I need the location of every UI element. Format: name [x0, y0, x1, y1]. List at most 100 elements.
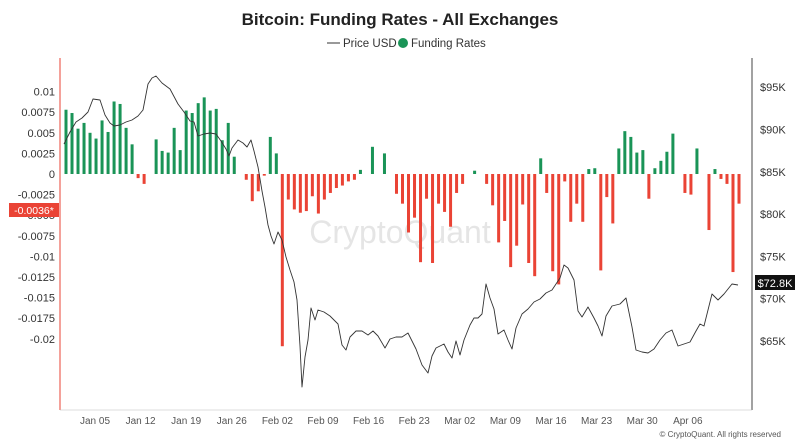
funding-bar — [557, 174, 561, 285]
funding-bar — [431, 174, 435, 263]
funding-bar — [226, 122, 230, 174]
y-left-tick-label: -0.01 — [30, 251, 55, 263]
y-right-tick-label: $90K — [760, 125, 786, 137]
funding-bar — [485, 174, 489, 184]
funding-bar — [310, 174, 314, 197]
funding-bar — [82, 122, 86, 174]
funding-bar — [172, 127, 176, 174]
funding-bar — [437, 174, 441, 204]
funding-bar — [382, 153, 386, 174]
funding-bar — [563, 174, 567, 182]
funding-bar — [220, 140, 224, 174]
x-tick-label: Mar 02 — [444, 416, 476, 427]
y-left-tick-label: -0.015 — [24, 293, 55, 305]
funding-bar — [641, 150, 645, 174]
current-price-value: $72.8K — [758, 278, 794, 290]
funding-bar — [280, 174, 284, 347]
funding-bar — [695, 148, 699, 174]
funding-bar — [647, 174, 651, 199]
funding-bar — [340, 174, 344, 186]
y-right-tick-label: $85K — [760, 167, 786, 179]
funding-bar — [196, 103, 200, 174]
funding-bar — [593, 168, 597, 174]
watermark: CryptoQuant — [309, 214, 491, 250]
funding-bar — [244, 174, 248, 180]
funding-bar — [659, 160, 663, 174]
funding-bar — [671, 133, 675, 174]
funding-bar — [539, 158, 543, 174]
funding-bar — [575, 174, 579, 204]
funding-bar — [419, 174, 423, 263]
funding-bar — [635, 152, 639, 174]
funding-bar — [737, 174, 741, 204]
funding-bar — [208, 110, 212, 174]
y-left-tick-label: 0.0025 — [21, 148, 55, 160]
funding-bar — [286, 174, 290, 200]
funding-bar — [587, 169, 591, 174]
funding-bar — [370, 146, 374, 174]
y-left-tick-label: -0.0175 — [18, 313, 55, 325]
funding-bar — [256, 174, 260, 192]
x-tick-label: Feb 09 — [307, 416, 339, 427]
funding-bar — [358, 169, 362, 174]
x-tick-label: Jan 05 — [80, 416, 110, 427]
funding-bar — [334, 174, 338, 189]
funding-bar — [713, 169, 717, 174]
y-right-tick-label: $70K — [760, 294, 786, 306]
funding-bar — [124, 127, 128, 174]
funding-bar — [629, 136, 633, 174]
funding-bar — [298, 174, 302, 213]
funding-bar — [461, 174, 465, 184]
funding-bar — [509, 174, 513, 268]
funding-bar — [425, 174, 429, 199]
x-axis: Jan 05 Jan 12 Jan 19 Jan 26 Feb 02 Feb 09 Feb … — [80, 416, 703, 427]
funding-bar — [545, 174, 549, 193]
funding-bar — [142, 174, 146, 184]
funding-bar — [130, 144, 134, 174]
y-left-tick-label: -0.0075 — [18, 231, 55, 243]
funding-bar — [202, 97, 206, 174]
x-tick-label: Mar 30 — [627, 416, 659, 427]
funding-bar — [401, 174, 404, 204]
funding-bar — [268, 136, 272, 174]
x-tick-label: Apr 06 — [673, 416, 703, 427]
current-price-badge: $72.8K — [755, 275, 795, 290]
price-line — [63, 75, 739, 388]
y-axis-right: $95K $90K $85K $80K $75K $70K $65K — [760, 82, 786, 348]
funding-bar — [88, 132, 92, 174]
funding-bar — [250, 174, 254, 202]
funding-bar — [611, 174, 615, 224]
funding-bar — [497, 174, 501, 243]
funding-bar — [178, 150, 182, 174]
funding-bar — [599, 174, 603, 271]
funding-bar — [683, 174, 687, 193]
funding-bar — [328, 174, 332, 193]
funding-bar — [689, 174, 693, 195]
y-right-tick-label: $65K — [760, 336, 786, 348]
y-left-tick-label: 0.01 — [34, 87, 55, 99]
x-tick-label: Mar 09 — [490, 416, 522, 427]
funding-bar — [190, 113, 194, 174]
legend: Price USD Funding Rates — [327, 38, 486, 50]
funding-bar — [527, 174, 531, 263]
funding-bar — [413, 174, 417, 218]
current-funding-value: -0.0036* — [14, 205, 54, 217]
funding-bar — [581, 174, 585, 222]
y-left-tick-label: -0.0125 — [18, 272, 55, 284]
y-left-tick-label: 0 — [49, 169, 55, 181]
chart-title: Bitcoin: Funding Rates - All Exchanges — [242, 10, 559, 29]
x-tick-label: Feb 23 — [399, 416, 431, 427]
y-right-tick-label: $80K — [760, 209, 786, 221]
x-tick-label: Jan 26 — [217, 416, 247, 427]
x-tick-label: Mar 23 — [581, 416, 613, 427]
funding-bar — [623, 131, 627, 174]
current-funding-badge: -0.0036* — [9, 203, 59, 217]
funding-bar — [76, 128, 80, 174]
funding-bar — [449, 174, 453, 227]
funding-bar — [605, 174, 609, 198]
legend-price-label: Price USD — [343, 38, 397, 50]
current-funding-badge-bg — [9, 203, 59, 217]
funding-bar — [100, 120, 104, 174]
x-tick-label: Jan 12 — [126, 416, 156, 427]
